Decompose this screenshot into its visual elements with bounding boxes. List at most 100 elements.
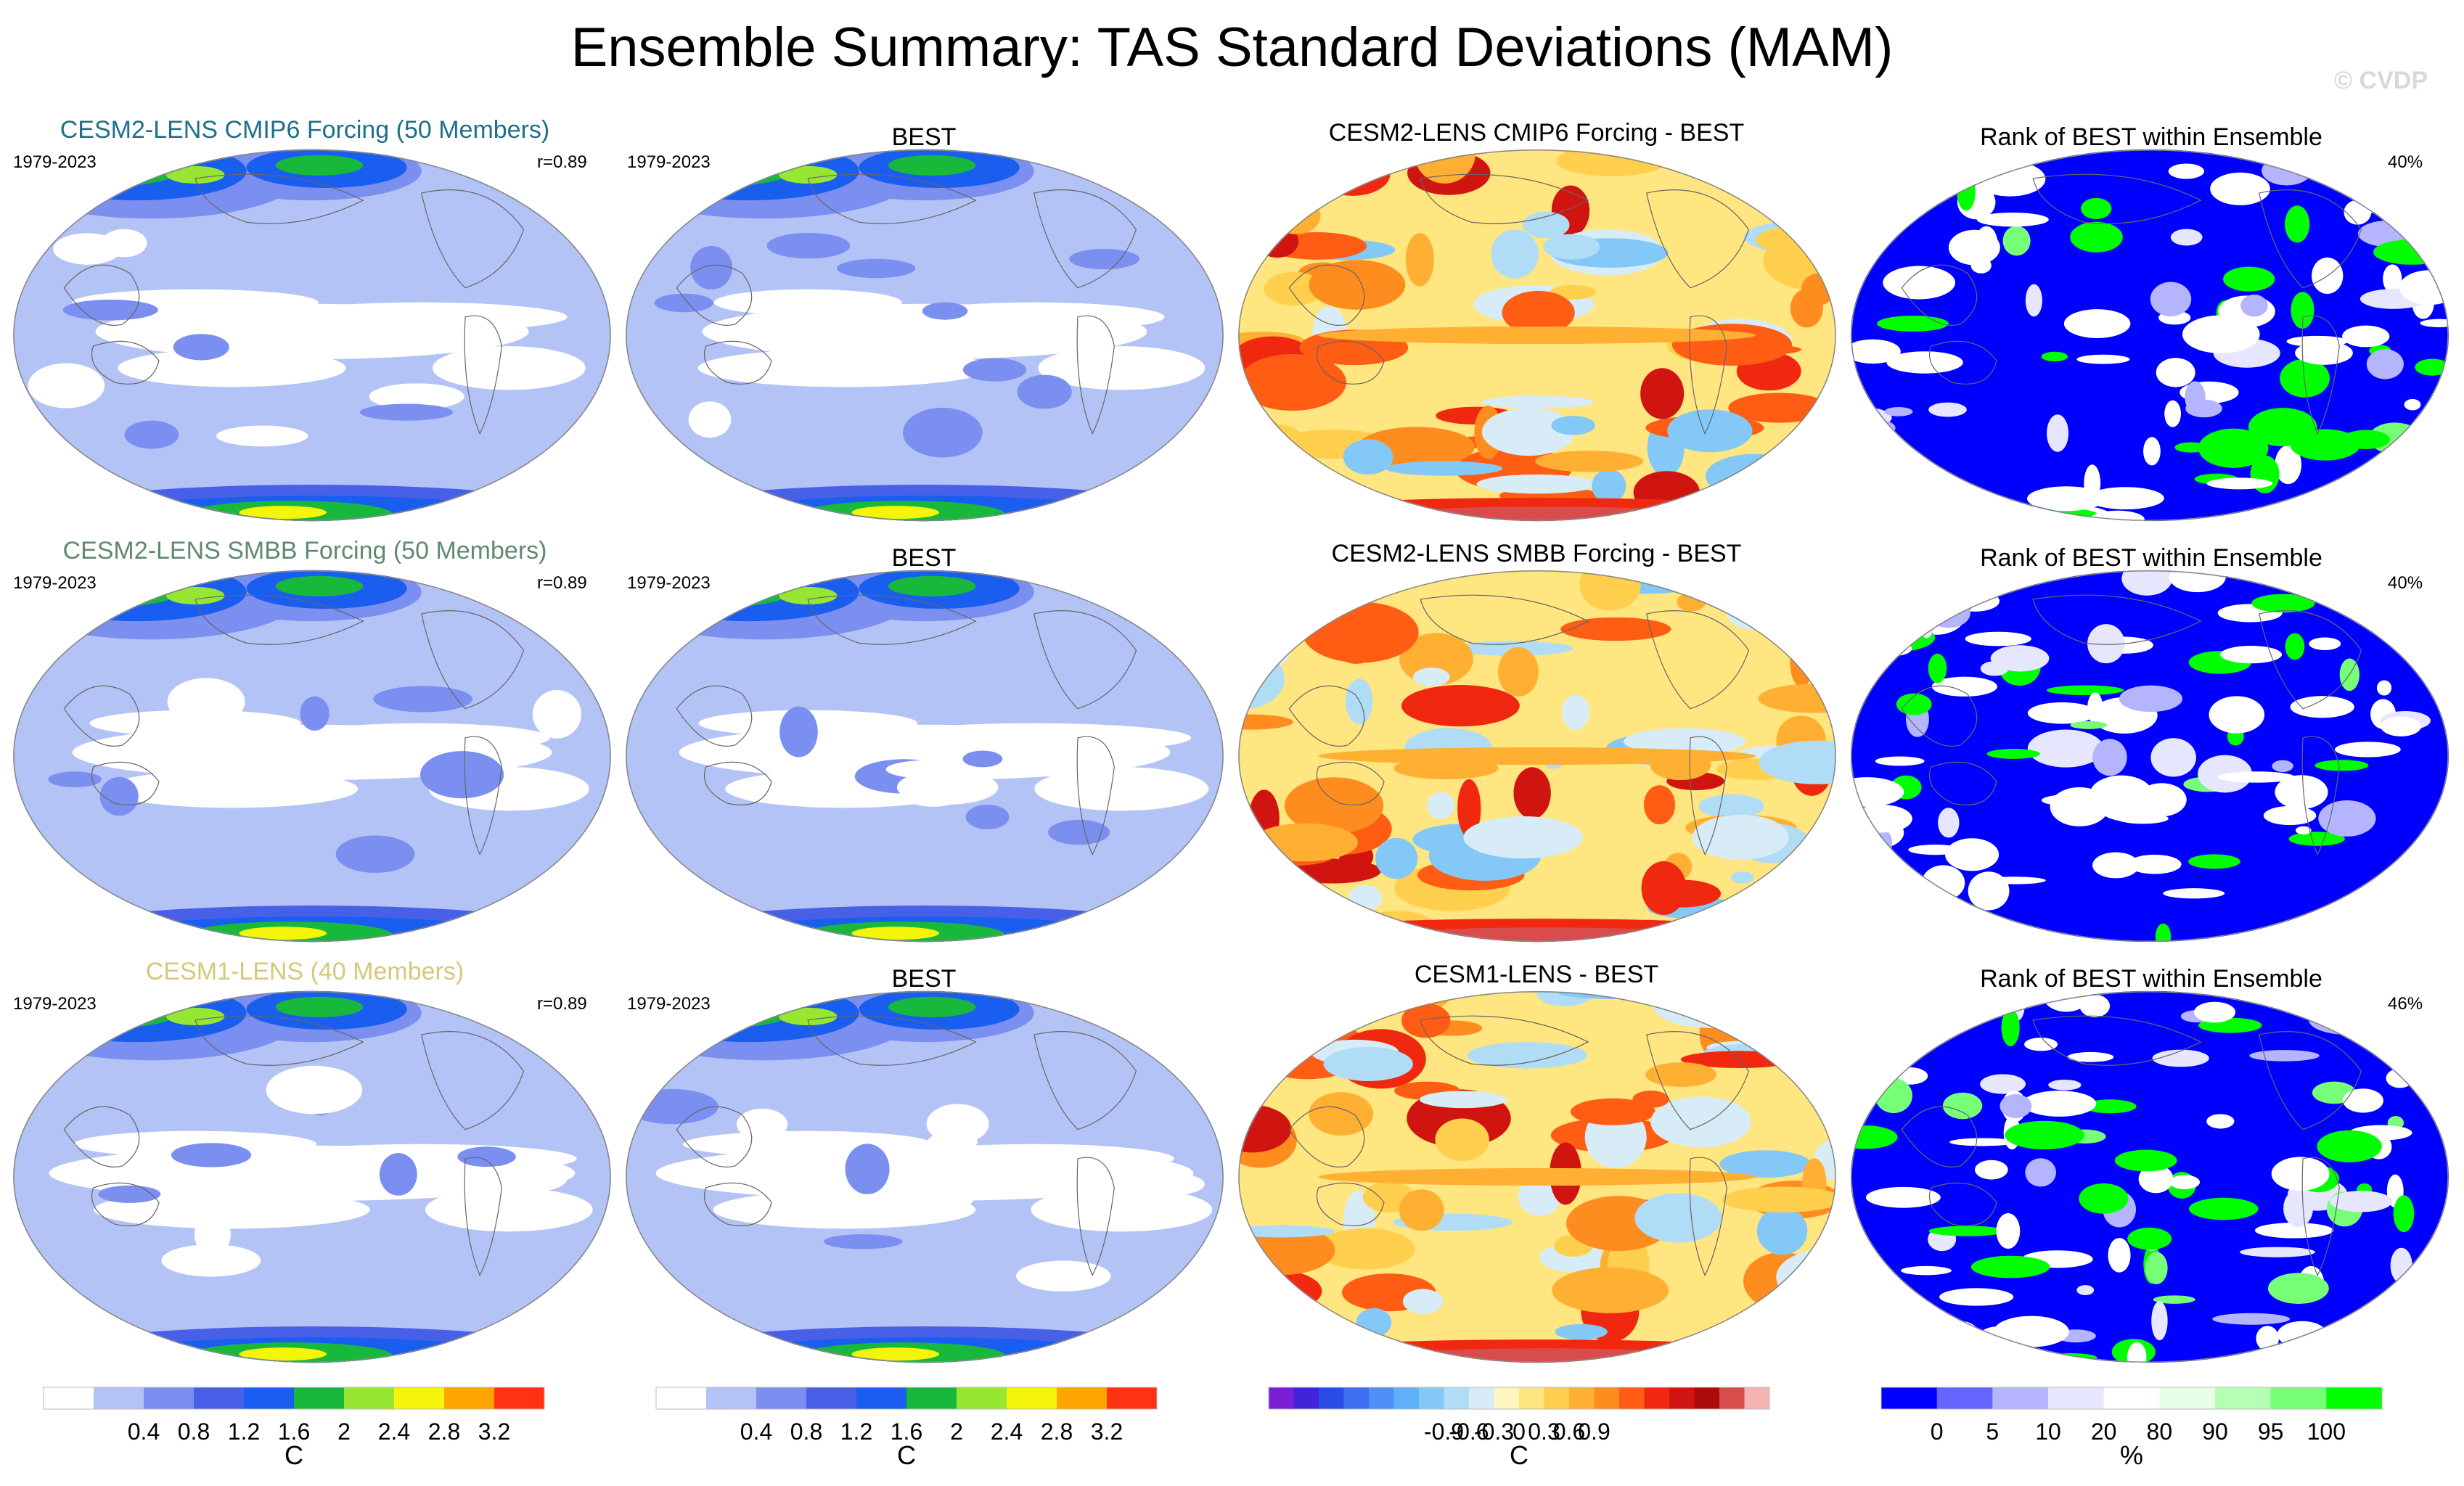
colorbar-tick-label: 0.4 — [740, 1419, 772, 1445]
nh-variability-zone — [662, 153, 794, 186]
colorbar-tick-label: 0 — [1513, 1419, 1526, 1445]
difference-patch — [1318, 326, 1756, 345]
low-variability-band — [425, 1188, 593, 1232]
difference-patch — [1327, 997, 1375, 1028]
rank-patch — [2025, 1158, 2056, 1187]
difference-patch — [1264, 271, 1325, 306]
globe-outline — [1238, 991, 1836, 1363]
difference-patch — [1667, 409, 1753, 453]
rank-patch — [2280, 358, 2330, 398]
colorbar-swatch — [957, 1387, 1007, 1409]
row2-obs-title: BEST — [891, 544, 957, 572]
colorbar-swatch — [2215, 1387, 2272, 1409]
map-row2-model — [13, 570, 611, 943]
variability-patch — [731, 776, 817, 803]
colorbar-swatch — [494, 1387, 545, 1409]
rank-patch — [1941, 477, 1958, 488]
rank-patch — [2127, 1342, 2147, 1363]
rank-patch — [2405, 176, 2430, 215]
rank-patch — [2285, 633, 2305, 660]
difference-patch — [1543, 234, 1600, 260]
sh-variability-zone — [851, 927, 940, 940]
difference-patch — [1758, 684, 1836, 713]
rank-patch — [2251, 594, 2315, 613]
difference-patch — [1238, 714, 1293, 730]
colorbar-tick-label: 95 — [2258, 1419, 2284, 1445]
coastline — [1928, 1182, 1997, 1226]
rank-patch — [2164, 400, 2182, 427]
coastline — [1646, 189, 1750, 289]
rank-patch — [2342, 325, 2390, 348]
rank-patch — [1875, 1077, 1912, 1114]
variability-patch — [927, 1132, 978, 1152]
difference-patch — [1375, 837, 1418, 879]
rank-patch — [1886, 351, 1963, 374]
coastline — [63, 1106, 140, 1167]
low-variability-band — [292, 723, 550, 752]
variability-patch — [1128, 1172, 1205, 1196]
variability-patch — [48, 771, 102, 788]
colorbar-swatch — [144, 1387, 195, 1409]
rank-patch — [2041, 351, 2068, 362]
coastline — [2259, 609, 2362, 710]
colorbar-swatch — [2270, 1387, 2327, 1409]
rank-patch — [2330, 1191, 2393, 1212]
rank-patch — [1980, 924, 2035, 943]
rank-patch — [2024, 1038, 2058, 1051]
rank-patch — [2087, 487, 2164, 510]
rank-patch — [1949, 590, 2000, 612]
rank-patch — [2305, 572, 2335, 583]
rank-patch — [1875, 756, 1925, 766]
difference-patch — [1323, 1046, 1413, 1081]
rank-patch — [1851, 414, 1882, 424]
nh-variability-zone — [779, 586, 838, 604]
nh-variability-zone — [166, 1007, 225, 1025]
coastline — [1034, 1030, 1137, 1130]
low-variability-band — [877, 723, 1192, 752]
difference-patch — [1551, 416, 1595, 435]
colorbar-tick-label: 2.4 — [378, 1419, 410, 1445]
rank-patch — [1942, 1092, 1983, 1120]
variability-patch — [216, 425, 308, 447]
colorbar-swatch — [444, 1387, 495, 1409]
coastline — [1420, 594, 1589, 645]
rank-patch — [1865, 1186, 1941, 1208]
sh-variability-zone — [239, 927, 327, 940]
map-row1-obs — [626, 149, 1224, 522]
colorbar-unit-label: C — [897, 1440, 916, 1470]
rank-patch — [2108, 1238, 2131, 1273]
map-row3-obs — [626, 990, 1224, 1363]
rank-patch — [1851, 1125, 1898, 1149]
colorbar-swatch — [1881, 1387, 1938, 1409]
colorbar-tick-label: 5 — [1986, 1419, 1999, 1445]
coastline — [1316, 1182, 1385, 1226]
variability-patch — [147, 714, 234, 761]
rank-patch — [2373, 239, 2449, 265]
colorbar-swatch — [1519, 1387, 1544, 1409]
difference-patch — [1592, 469, 1626, 504]
difference-patch — [1238, 498, 1298, 522]
rank-patch — [2375, 190, 2423, 212]
colorbar-rank: 0 5 10 20 80 90 95 100% — [1880, 1387, 2383, 1470]
difference-patch — [1645, 1062, 1717, 1087]
variability-patch — [626, 1088, 719, 1125]
rank-patch — [1900, 1265, 1952, 1276]
rank-patch — [2275, 445, 2302, 485]
variability-patch — [124, 420, 179, 449]
colorbar-tick-label: 0.4 — [128, 1419, 160, 1445]
rank-patch — [1970, 1255, 2050, 1278]
colorbar-swatch — [1007, 1387, 1057, 1409]
coastline — [1689, 1157, 1727, 1277]
difference-patch — [1274, 157, 1370, 187]
variability-patch — [266, 1065, 363, 1114]
difference-patch — [1502, 290, 1575, 335]
difference-patch — [1634, 1193, 1722, 1243]
rank-patch — [2079, 1183, 2129, 1214]
difference-patch — [1272, 197, 1321, 234]
variability-patch — [654, 293, 713, 313]
rank-patch — [2027, 702, 2097, 724]
coastline — [703, 761, 772, 805]
rank-patch — [2240, 1247, 2315, 1257]
sh-variability-zone — [851, 506, 940, 520]
rank-patch — [1886, 483, 1917, 497]
